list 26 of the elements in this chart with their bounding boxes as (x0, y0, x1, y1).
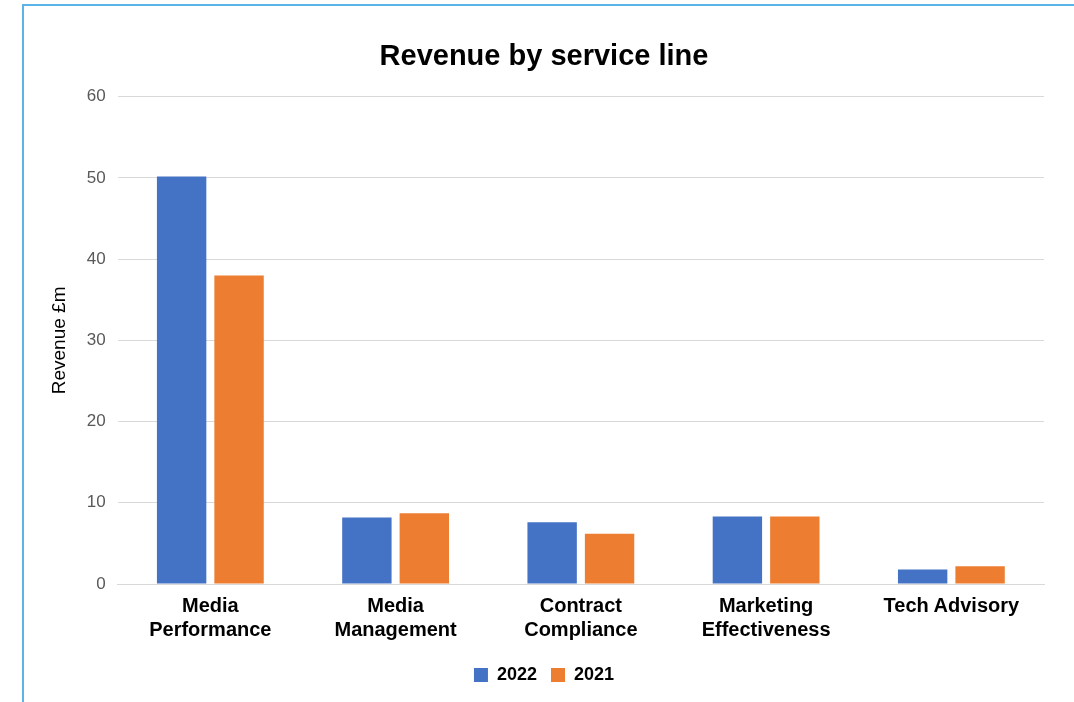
x-tick-label: Media Performance (149, 593, 272, 640)
y-tick-label: 40 (86, 248, 106, 268)
x-tick-label: Tech Advisory (883, 593, 1021, 616)
y-axis-title: Revenue £m (47, 286, 69, 395)
bar (897, 569, 948, 584)
y-tick-label: 50 (86, 167, 106, 187)
legend-label: 2021 (574, 663, 615, 684)
y-tick-label: 30 (86, 330, 106, 350)
bar (770, 516, 820, 584)
chart-title: Revenue by service line (379, 39, 709, 72)
bar (399, 513, 450, 584)
bar (527, 522, 577, 584)
y-tick-label: 10 (86, 492, 106, 512)
bar (955, 566, 1005, 584)
bar (156, 176, 207, 584)
x-tick-label: Marketing Effectiveness (701, 593, 831, 640)
bar (584, 533, 635, 584)
y-tick-label: 60 (86, 86, 106, 106)
bar (214, 275, 264, 584)
x-tick-label: Contract Compliance (524, 593, 638, 640)
y-tick-label: 0 (96, 573, 106, 593)
bar (712, 516, 763, 584)
legend-label: 2022 (496, 663, 537, 684)
x-tick-label: Media Management (334, 593, 458, 640)
bar (342, 517, 392, 584)
y-tick-label: 20 (86, 411, 106, 431)
